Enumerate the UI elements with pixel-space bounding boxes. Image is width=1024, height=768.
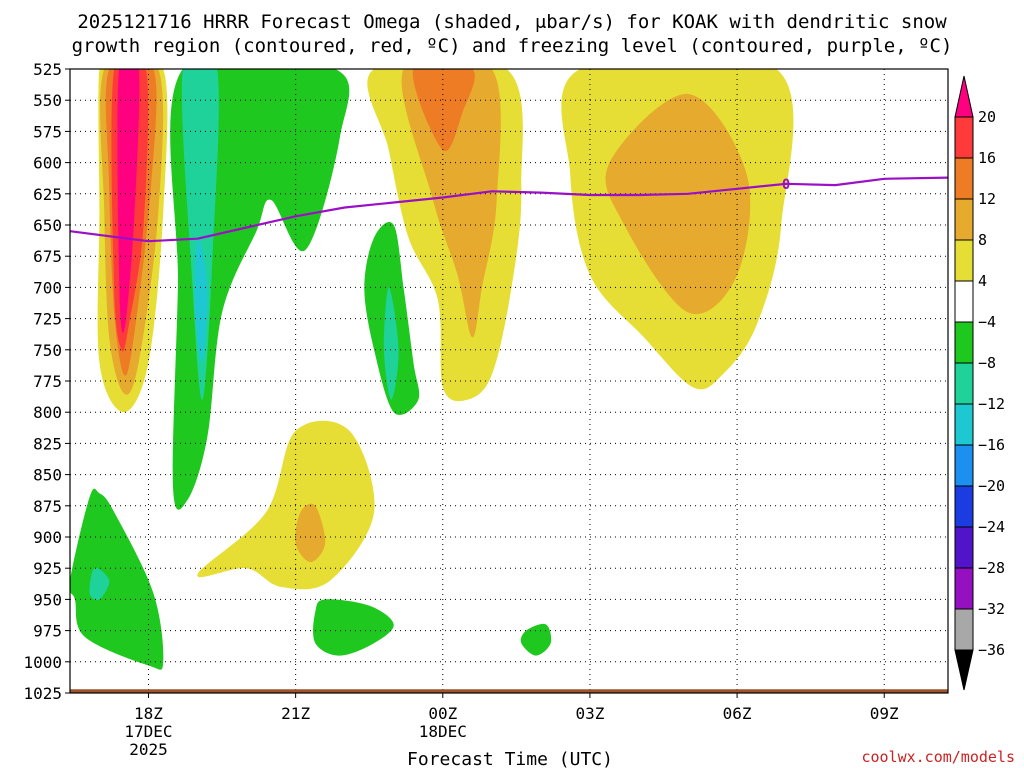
colorbar-label: −36 — [978, 641, 1005, 659]
omega-region-band-6-8 — [295, 503, 326, 562]
credit-text: coolwx.com/models — [861, 748, 1015, 766]
omega-region-band-8-green — [313, 599, 394, 656]
omega-region-band-4-12 — [412, 69, 475, 152]
terrain-fill — [70, 689, 948, 693]
colorbar-box — [954, 485, 974, 528]
colorbar-label: 20 — [978, 108, 996, 126]
colorbar-label: 16 — [978, 149, 996, 167]
y-tick-label: 575 — [33, 122, 62, 141]
y-tick-label: 725 — [33, 310, 62, 329]
omega-region-band-6-yellow — [197, 420, 375, 590]
colorbar-box — [954, 321, 974, 364]
colorbar-label: 12 — [978, 190, 996, 208]
plot-area: 0 — [69, 68, 949, 694]
colorbar-box — [954, 403, 974, 446]
y-tick-label: 600 — [33, 154, 62, 173]
x-tick-label: 00Z — [428, 704, 457, 723]
y-tick-label: 975 — [33, 622, 62, 641]
x-tick-date: 18DEC — [419, 722, 467, 741]
omega-region-band-3-teal — [383, 287, 399, 400]
freezing-level-line — [70, 176, 948, 243]
colorbar-box — [954, 608, 974, 651]
colorbar-bottom-arrow — [954, 649, 974, 691]
y-tick-label: 650 — [33, 216, 62, 235]
y-tick-label: 825 — [33, 434, 62, 453]
colorbar-box — [954, 567, 974, 610]
y-tick-label: 950 — [33, 590, 62, 609]
x-tick-label: 18Z — [134, 704, 163, 723]
omega-region-band-2-core — [194, 237, 208, 363]
x-tick-label: 21Z — [281, 704, 310, 723]
omega-region-band-4-8 — [401, 69, 501, 338]
freezing-level-label: 0 — [782, 177, 790, 193]
colorbar-label: 4 — [978, 272, 987, 290]
gridlines — [70, 69, 948, 693]
omega-shaded-regions — [70, 69, 794, 670]
y-tick-label: 750 — [33, 341, 62, 360]
colorbar-box — [954, 198, 974, 241]
terrain-band — [70, 689, 948, 693]
omega-region-band-5-8 — [605, 93, 751, 315]
chart-title-line1: 2025121716 HRRR Forecast Omega (shaded, … — [77, 11, 947, 33]
colorbar-label: −16 — [978, 436, 1005, 454]
omega-region-band-2-teal — [181, 69, 219, 400]
y-tick-label: 625 — [33, 185, 62, 204]
y-tick-label: 1025 — [23, 684, 62, 703]
y-tick-label: 525 — [33, 60, 62, 79]
y-tick-label: 1000 — [23, 653, 62, 672]
x-tick-label: 03Z — [575, 704, 604, 723]
x-tick-label: 09Z — [870, 704, 899, 723]
omega-region-band-7-teal — [89, 567, 110, 601]
colorbar-label: −8 — [978, 354, 996, 372]
x-tick-label: 06Z — [723, 704, 752, 723]
colorbar-label: 8 — [978, 231, 987, 249]
colorbar-label: −24 — [978, 518, 1005, 536]
x-tick-year: 2025 — [129, 740, 168, 759]
colorbar-label: −4 — [978, 313, 996, 331]
colorbar: 20 16 12 8 4 −4 −8 −12 −16 −20 −24 −28 −32 −36 — [954, 75, 1005, 691]
y-tick-label: 875 — [33, 497, 62, 516]
y-tick-label: 675 — [33, 247, 62, 266]
omega-region-band-1-20 — [117, 69, 140, 333]
colorbar-box — [954, 116, 974, 159]
y-tick-label: 925 — [33, 559, 62, 578]
colorbar-box — [954, 362, 974, 405]
colorbar-label: −32 — [978, 600, 1005, 618]
chart-title-line2: growth region (contoured, red, ºC) and f… — [72, 35, 953, 57]
y-tick-label: 900 — [33, 528, 62, 547]
colorbar-box — [954, 157, 974, 200]
y-tick-label: 700 — [33, 278, 62, 297]
y-tick-label: 775 — [33, 372, 62, 391]
colorbar-label: −12 — [978, 395, 1005, 413]
omega-region-band-9-green — [520, 623, 552, 656]
y-tick-label: 800 — [33, 403, 62, 422]
omega-region-band-7-green — [70, 488, 164, 670]
y-tick-label: 550 — [33, 91, 62, 110]
colorbar-box — [954, 280, 974, 323]
freezing-level-contour: 0 — [70, 176, 948, 243]
y-axis-pressure: 525 550 575 600 625 650 675 700 725 750 775 800 825 8… — [23, 60, 70, 703]
colorbar-label: −28 — [978, 559, 1005, 577]
colorbar-box — [954, 444, 974, 487]
colorbar-box — [954, 526, 974, 569]
y-tick-label: 850 — [33, 466, 62, 485]
colorbar-label: −20 — [978, 477, 1005, 495]
x-tick-date: 17DEC — [124, 722, 172, 741]
x-axis-label: Forecast Time (UTC) — [407, 749, 613, 768]
colorbar-top-arrow — [954, 75, 974, 118]
colorbar-box — [954, 239, 974, 282]
